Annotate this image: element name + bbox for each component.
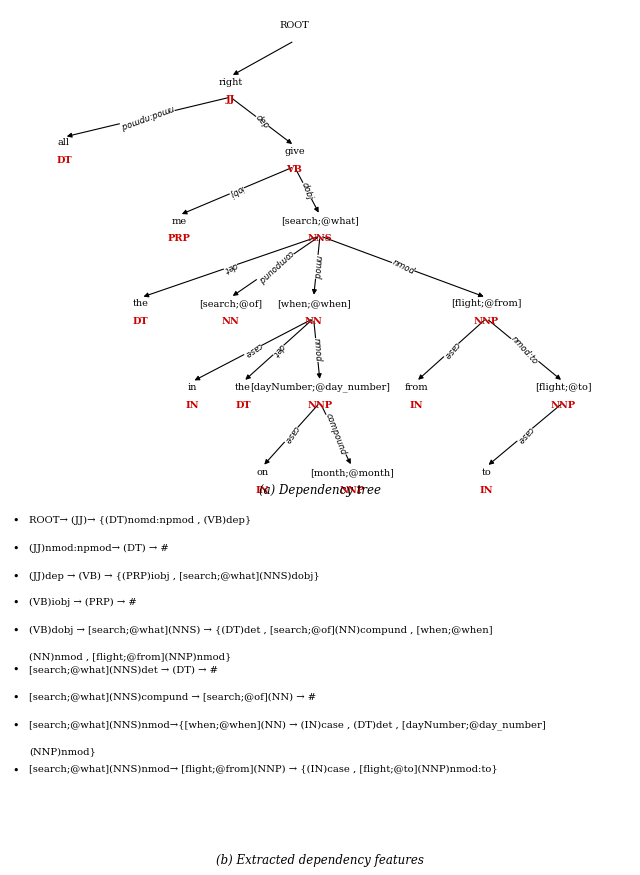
Text: me: me	[172, 216, 187, 226]
Text: give: give	[284, 147, 305, 156]
Text: nmod: nmod	[312, 255, 322, 279]
Text: nmod:npmod: nmod:npmod	[119, 103, 175, 131]
Text: NNP: NNP	[550, 401, 576, 410]
Text: from: from	[404, 383, 428, 392]
Text: PRP: PRP	[168, 234, 191, 243]
Text: [search;@what](NNS)nmod→{[when;@when](NN) → (IN)case , (DT)det , [dayNumber;@day: [search;@what](NNS)nmod→{[when;@when](NN…	[29, 721, 545, 731]
Text: on: on	[257, 468, 268, 477]
Text: ROOT: ROOT	[280, 21, 309, 31]
Text: •: •	[13, 721, 19, 731]
Text: NNP: NNP	[474, 317, 499, 326]
Text: IN: IN	[185, 401, 199, 410]
Text: [dayNumber;@day_number]: [dayNumber;@day_number]	[250, 382, 390, 392]
Text: nmod:to: nmod:to	[509, 334, 540, 366]
Text: IN: IN	[409, 401, 423, 410]
Text: (VB)iobj → (PRP) → #: (VB)iobj → (PRP) → #	[29, 598, 136, 607]
Text: dobj: dobj	[300, 181, 315, 201]
Text: compound: compound	[324, 412, 348, 457]
Text: IN: IN	[479, 486, 493, 494]
Text: right: right	[218, 78, 243, 87]
Text: DT: DT	[133, 317, 148, 326]
Text: [search;@what](NNS)det → (DT) → #: [search;@what](NNS)det → (DT) → #	[29, 665, 218, 674]
Text: [search;@of]: [search;@of]	[199, 299, 262, 308]
Text: (JJ)dep → (VB) → {(PRP)iobj , [search;@what](NNS)dobj}: (JJ)dep → (VB) → {(PRP)iobj , [search;@w…	[29, 572, 319, 581]
Text: (JJ)nmod:npmod→ (DT) → #: (JJ)nmod:npmod→ (DT) → #	[29, 544, 168, 553]
Text: •: •	[13, 516, 19, 526]
Text: •: •	[13, 693, 19, 703]
Text: nmod: nmod	[390, 257, 416, 276]
Text: (a) Dependency tree: (a) Dependency tree	[259, 484, 381, 497]
Text: case: case	[515, 424, 534, 444]
Text: case: case	[243, 341, 263, 360]
Text: (VB)dobj → [search;@what](NNS) → {(DT)det , [search;@of](NN)compund , [when;@whe: (VB)dobj → [search;@what](NNS) → {(DT)de…	[29, 626, 492, 635]
Text: (NN)nmod , [flight;@from](NNP)nmod}: (NN)nmod , [flight;@from](NNP)nmod}	[29, 653, 231, 662]
Text: [month;@month]: [month;@month]	[310, 468, 394, 477]
Text: •: •	[13, 766, 19, 775]
Text: DT: DT	[56, 156, 72, 165]
Text: (b) Extracted dependency features: (b) Extracted dependency features	[216, 854, 424, 867]
Text: [when;@when]: [when;@when]	[276, 299, 351, 308]
Text: det: det	[271, 342, 286, 358]
Text: NN: NN	[305, 317, 323, 326]
Text: •: •	[13, 544, 19, 554]
Text: in: in	[188, 383, 196, 392]
Text: (NNP)nmod}: (NNP)nmod}	[29, 747, 95, 757]
Text: NNP: NNP	[339, 486, 365, 494]
Text: NNS: NNS	[308, 234, 332, 243]
Text: iobj: iobj	[228, 183, 246, 199]
Text: IN: IN	[255, 486, 269, 494]
Text: NNP: NNP	[307, 401, 333, 410]
Text: case: case	[282, 424, 300, 445]
Text: •: •	[13, 626, 19, 636]
Text: to: to	[481, 468, 492, 477]
Text: dep: dep	[253, 113, 271, 130]
Text: all: all	[58, 138, 70, 148]
Text: NN: NN	[221, 317, 239, 326]
Text: •: •	[13, 572, 19, 582]
Text: case: case	[442, 340, 461, 360]
Text: the: the	[236, 383, 251, 392]
Text: [search;@what]: [search;@what]	[281, 216, 359, 226]
Text: [search;@what](NNS)nmod→ [flight;@from](NNP) → {(IN)case , [flight;@to](NNP)nmod: [search;@what](NNS)nmod→ [flight;@from](…	[29, 766, 497, 774]
Text: VB: VB	[287, 164, 302, 174]
Text: DT: DT	[236, 401, 251, 410]
Text: det: det	[222, 260, 239, 274]
Text: •: •	[13, 665, 19, 675]
Text: •: •	[13, 598, 19, 608]
Text: [flight;@from]: [flight;@from]	[451, 299, 522, 308]
Text: [flight;@to]: [flight;@to]	[535, 383, 591, 392]
Text: ROOT→ (JJ)→ {(DT)nomd:npmod , (VB)dep}: ROOT→ (JJ)→ {(DT)nomd:npmod , (VB)dep}	[29, 516, 251, 525]
Text: nmod: nmod	[312, 338, 322, 362]
Text: JJ: JJ	[226, 95, 235, 104]
Text: the: the	[133, 299, 148, 308]
Text: [search;@what](NNS)compund → [search;@of](NN) → #: [search;@what](NNS)compund → [search;@of…	[29, 693, 316, 702]
Text: compound: compound	[256, 248, 294, 285]
